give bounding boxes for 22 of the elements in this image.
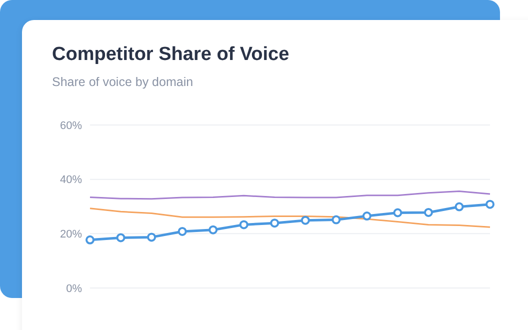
point [362,212,372,221]
point [486,200,494,209]
point [116,233,126,242]
chart-subtitle: Share of voice by domain [52,75,194,89]
y-tick-label: 60% [60,120,82,132]
point [454,202,464,212]
point [393,208,402,218]
y-tick-label: 20% [60,228,82,241]
point [239,220,248,230]
line-series [89,190,491,200]
y-tick-label: 0% [66,282,82,295]
point [208,225,218,234]
point [270,218,280,228]
point [86,235,94,244]
y-tick-label: 40% [60,174,82,186]
point [300,216,310,225]
line-series [89,208,491,228]
point [332,215,341,224]
point [424,208,433,217]
chart-title: Competitor Share of Voice [52,44,290,66]
point [147,232,156,242]
point [178,226,187,236]
